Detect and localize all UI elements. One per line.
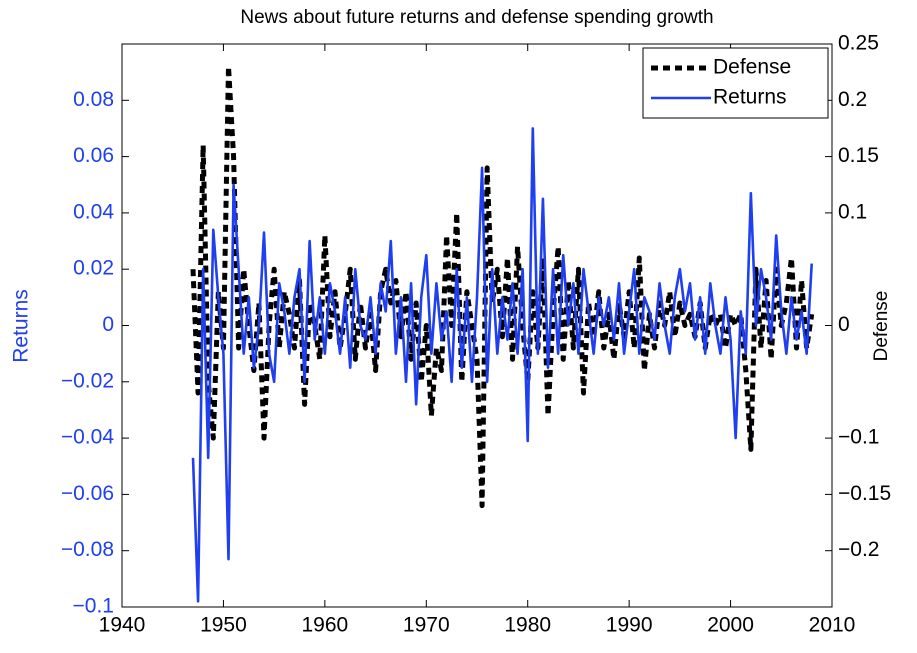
y-tick-label: 0.04 [73, 200, 114, 223]
y2-tick-label: −0.1 [838, 426, 879, 449]
y-tick-label: −0.04 [61, 426, 114, 449]
legend-label: Defense [713, 56, 791, 79]
y2-axis-label: Defense [871, 291, 892, 362]
y-tick-label: −0.1 [73, 595, 114, 618]
legend-label: Returns [713, 86, 787, 109]
series-line [191, 127, 814, 603]
y2-tick-label: 0.15 [838, 144, 879, 167]
y-tick-label: 0.08 [73, 88, 114, 111]
y2-tick-label: −0.15 [838, 482, 891, 505]
y2-tick-label: 0.25 [838, 32, 879, 55]
x-tick-label: 1940 [99, 614, 146, 637]
y-tick-label: −0.02 [61, 369, 114, 392]
x-tick-label: 1960 [301, 614, 348, 637]
y-tick-label: 0.06 [73, 144, 114, 167]
x-tick-label: 1990 [606, 614, 653, 637]
y-tick-label: 0.02 [73, 257, 114, 280]
x-tick-label: 1980 [504, 614, 551, 637]
y-tick-label: −0.08 [61, 538, 114, 561]
x-tick-label: 2010 [809, 614, 856, 637]
series-line [190, 64, 815, 509]
y-tick-label: 0 [102, 313, 114, 336]
x-tick-label: 1970 [403, 614, 450, 637]
y2-tick-label: 0.1 [838, 200, 867, 223]
x-tick-label: 2000 [707, 614, 754, 637]
chart-title: News about future returns and defense sp… [240, 7, 713, 28]
x-tick-label: 1950 [200, 614, 247, 637]
y-tick-label: −0.06 [61, 482, 114, 505]
axes-box [121, 43, 833, 608]
y2-tick-label: 0 [838, 313, 850, 336]
y-axis-label: Returns [10, 289, 33, 363]
y2-tick-label: −0.2 [838, 538, 879, 561]
legend-box [642, 47, 829, 119]
y2-tick-label: 0.2 [838, 88, 867, 111]
